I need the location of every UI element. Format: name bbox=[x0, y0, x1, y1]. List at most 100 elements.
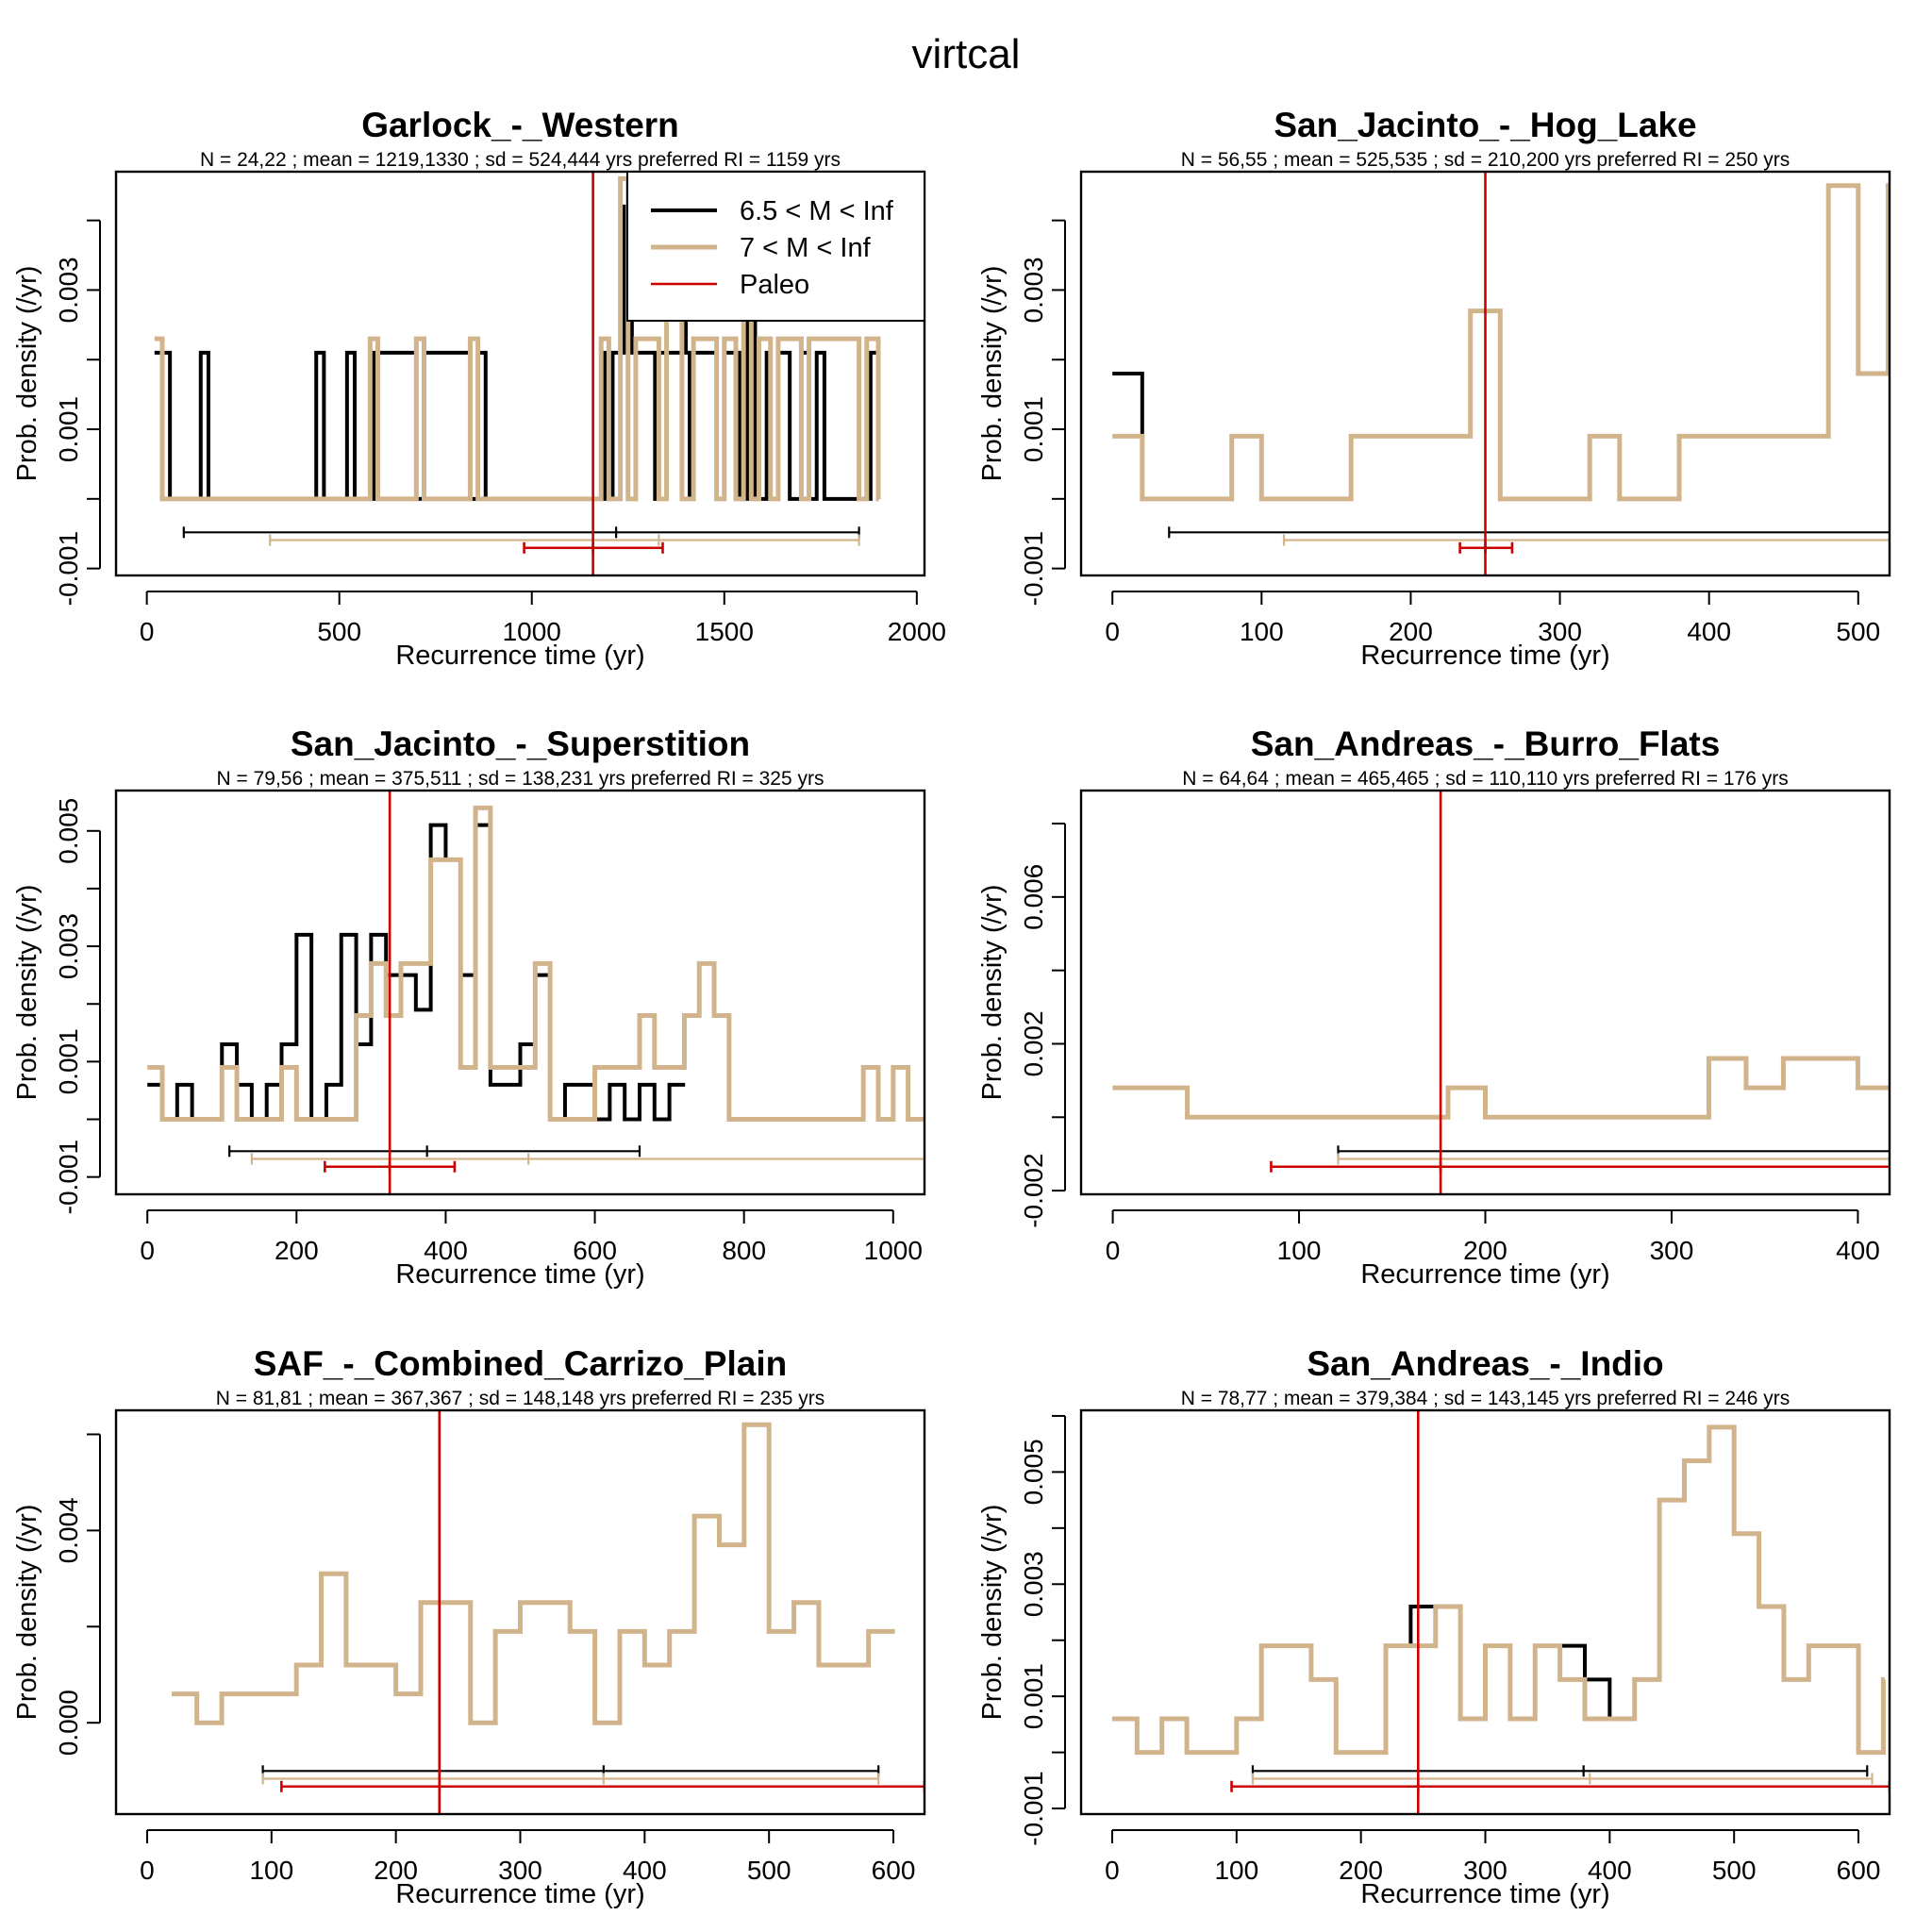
y-tick-label: 0.003 bbox=[1019, 257, 1048, 323]
series-line-m7 bbox=[147, 805, 924, 1123]
x-tick-label: 1000 bbox=[864, 1236, 923, 1265]
plot-frame bbox=[1079, 170, 1891, 577]
panel-stats: N = 24,22 ; mean = 1219,1330 ; sd = 524,… bbox=[200, 149, 841, 171]
plot-frame bbox=[1079, 1408, 1891, 1816]
x-tick-label: 2000 bbox=[888, 617, 946, 646]
x-tick-label: 400 bbox=[424, 1236, 468, 1265]
panel-title: San_Andreas_-_Burro_Flats bbox=[1251, 724, 1721, 763]
figure-title: virtcal bbox=[912, 31, 1021, 77]
x-tick-label: 500 bbox=[1712, 1856, 1757, 1885]
x-tick-label: 400 bbox=[1836, 1236, 1880, 1265]
y-tick-label: 0.001 bbox=[1019, 396, 1048, 462]
legend-label: 7 < M < Inf bbox=[740, 233, 872, 263]
plot-area bbox=[172, 1410, 924, 1814]
y-tick-label: 0.001 bbox=[54, 396, 83, 462]
panel-stats: N = 78,77 ; mean = 379,384 ; sd = 143,14… bbox=[1181, 1388, 1790, 1409]
x-tick-label: 500 bbox=[747, 1856, 791, 1885]
x-tick-label: 0 bbox=[140, 1236, 155, 1265]
series-line-m7 bbox=[1112, 1056, 1890, 1120]
x-tick-label: 300 bbox=[1650, 1236, 1694, 1265]
plot-frame bbox=[114, 789, 926, 1196]
y-tick-label: 0.005 bbox=[1019, 1439, 1048, 1505]
panel-title: SAF_-_Combined_Carrizo_Plain bbox=[254, 1344, 787, 1383]
chart-panel: SAF_-_Combined_Carrizo_Plain N = 81,81 ; … bbox=[12, 1344, 926, 1909]
x-tick-label: 400 bbox=[1687, 617, 1731, 646]
plot-frame bbox=[114, 170, 926, 577]
y-tick-label: -0.001 bbox=[1019, 1771, 1048, 1845]
y-tick-label: -0.001 bbox=[54, 531, 83, 606]
x-tick-label: 600 bbox=[573, 1236, 617, 1265]
series-line-m65 bbox=[172, 1423, 895, 1725]
x-axis-label: Recurrence time (yr) bbox=[1360, 641, 1609, 671]
panel-title: San_Jacinto_-_Superstition bbox=[291, 724, 750, 763]
plot-area bbox=[1111, 1410, 1890, 1814]
x-tick-label: 600 bbox=[1837, 1856, 1881, 1885]
plot-frame bbox=[1079, 789, 1891, 1196]
x-tick-label: 300 bbox=[1538, 617, 1582, 646]
x-tick-label: 500 bbox=[1836, 617, 1880, 646]
x-tick-label: 800 bbox=[722, 1236, 766, 1265]
y-axis-label: Prob. density (/yr) bbox=[12, 266, 42, 482]
x-axis-label: Recurrence time (yr) bbox=[395, 641, 644, 671]
y-tick-label: 0.006 bbox=[1019, 864, 1048, 930]
plot-area bbox=[1112, 172, 1890, 575]
x-axis-label: Recurrence time (yr) bbox=[395, 1879, 644, 1909]
series-line-m7 bbox=[1111, 1424, 1886, 1756]
panel-stats: N = 56,55 ; mean = 525,535 ; sd = 210,20… bbox=[1181, 149, 1790, 171]
panel-stats: N = 64,64 ; mean = 465,465 ; sd = 110,11… bbox=[1182, 768, 1788, 790]
plot-frame bbox=[114, 1408, 926, 1816]
panel-stats: N = 79,56 ; mean = 375,511 ; sd = 138,23… bbox=[217, 768, 824, 790]
y-tick-label: 0.002 bbox=[1019, 1010, 1048, 1076]
x-tick-label: 100 bbox=[1277, 1236, 1322, 1265]
x-axis-label: Recurrence time (yr) bbox=[1360, 1259, 1609, 1290]
x-axis-label: Recurrence time (yr) bbox=[395, 1259, 644, 1290]
x-tick-label: 100 bbox=[1240, 617, 1284, 646]
x-tick-label: 300 bbox=[1463, 1856, 1507, 1885]
x-tick-label: 200 bbox=[1389, 617, 1433, 646]
y-tick-label: 0.001 bbox=[1019, 1663, 1048, 1729]
legend: 6.5 < M < Inf 7 < M < Inf Paleo bbox=[626, 171, 925, 322]
x-tick-label: 1000 bbox=[503, 617, 561, 646]
panel-title: San_Jacinto_-_Hog_Lake bbox=[1274, 106, 1696, 144]
chart-panel: San_Jacinto_-_Hog_Lake N = 56,55 ; mean =… bbox=[977, 106, 1891, 671]
x-tick-label: 100 bbox=[249, 1856, 293, 1885]
panels: Garlock_-_Western N = 24,22 ; mean = 1219… bbox=[12, 106, 1891, 1909]
series-line-m65 bbox=[1111, 1424, 1886, 1755]
x-tick-label: 0 bbox=[140, 1856, 155, 1885]
y-axis-label: Prob. density (/yr) bbox=[12, 885, 42, 1101]
x-tick-label: 400 bbox=[1588, 1856, 1632, 1885]
x-tick-label: 0 bbox=[140, 617, 155, 646]
panel-title: San_Andreas_-_Indio bbox=[1307, 1344, 1663, 1383]
chart-panel: San_Andreas_-_Indio N = 78,77 ; mean = 37… bbox=[977, 1344, 1891, 1909]
x-tick-label: 600 bbox=[872, 1856, 916, 1885]
y-tick-label: -0.001 bbox=[1019, 531, 1048, 606]
x-tick-label: 0 bbox=[1105, 617, 1120, 646]
x-tick-label: 300 bbox=[498, 1856, 542, 1885]
y-tick-label: 0.003 bbox=[54, 913, 83, 979]
series-line-m7 bbox=[1112, 183, 1890, 502]
x-axis-label: Recurrence time (yr) bbox=[1360, 1879, 1609, 1909]
plot-area bbox=[154, 172, 881, 575]
panel-title: Garlock_-_Western bbox=[361, 106, 679, 144]
series-line-m65 bbox=[147, 823, 686, 1122]
x-tick-label: 200 bbox=[275, 1236, 319, 1265]
x-tick-label: 500 bbox=[317, 617, 361, 646]
series-line-m7 bbox=[154, 175, 881, 502]
panel-stats: N = 81,81 ; mean = 367,367 ; sd = 148,14… bbox=[216, 1388, 825, 1409]
x-tick-label: 0 bbox=[1105, 1856, 1120, 1885]
y-tick-label: -0.001 bbox=[54, 1140, 83, 1214]
y-tick-label: 0.005 bbox=[54, 798, 83, 864]
x-tick-label: 0 bbox=[1106, 1236, 1121, 1265]
x-tick-label: 100 bbox=[1214, 1856, 1258, 1885]
x-tick-label: 400 bbox=[623, 1856, 667, 1885]
x-tick-label: 1500 bbox=[695, 617, 754, 646]
y-tick-label: 0.000 bbox=[54, 1690, 83, 1756]
x-tick-label: 200 bbox=[374, 1856, 418, 1885]
y-tick-label: 0.004 bbox=[54, 1497, 83, 1563]
plot-area bbox=[147, 791, 924, 1194]
y-tick-label: 0.001 bbox=[54, 1028, 83, 1094]
y-tick-label: 0.003 bbox=[54, 257, 83, 323]
y-axis-label: Prob. density (/yr) bbox=[977, 1505, 1008, 1721]
x-tick-label: 200 bbox=[1463, 1236, 1507, 1265]
